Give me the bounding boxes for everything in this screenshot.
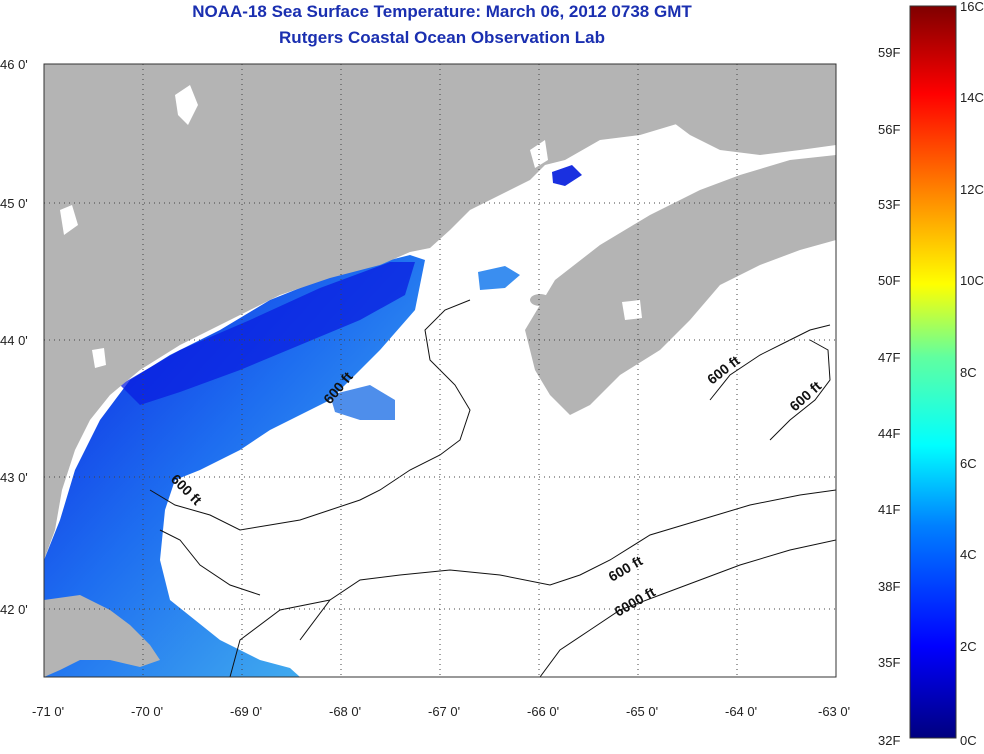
lon-tick-label: -63 0'	[818, 704, 850, 719]
sst-fundy-patch	[478, 266, 520, 290]
lat-tick-label: 46 0'	[0, 57, 28, 72]
colorbar-f-label: 38F	[878, 579, 900, 594]
lon-tick-label: -64 0'	[725, 704, 757, 719]
lat-tick-label: 43 0'	[0, 470, 28, 485]
sst-inner-blue	[120, 262, 415, 405]
colorbar-c-label: 6C	[960, 456, 977, 471]
colorbar-f-label: 56F	[878, 122, 900, 137]
colorbar-c-label: 8C	[960, 365, 977, 380]
lat-tick-label: 44 0'	[0, 333, 28, 348]
sst-mid-patch	[330, 385, 395, 420]
lake	[60, 205, 78, 235]
land-cape-cod	[44, 595, 160, 677]
lake	[622, 300, 642, 320]
colorbar-f-label: 35F	[878, 655, 900, 670]
map-frame	[43, 63, 837, 678]
sst-coastal-water	[44, 255, 425, 677]
colorbar-f-label: 44F	[878, 426, 900, 441]
land-nova-scotia	[525, 155, 836, 415]
colorbar-c-label: 16C	[960, 0, 984, 14]
bathymetry-contours	[149, 299, 836, 677]
colorbar-f-label: 50F	[878, 273, 900, 288]
colorbar-f-label: 32F	[878, 733, 900, 748]
lon-tick-label: -67 0'	[428, 704, 460, 719]
land-new-england	[44, 64, 720, 560]
lat-tick-label: 42 0'	[0, 602, 28, 617]
colorbar-f-label: 47F	[878, 350, 900, 365]
longitude-axis: -71 0' -70 0' -69 0' -68 0' -67 0' -66 0…	[32, 704, 850, 719]
land-gulf-shore	[650, 64, 836, 155]
map-subtitle: Rutgers Coastal Ocean Observation Lab	[279, 28, 605, 47]
colorbar-f-label: 41F	[878, 502, 900, 517]
colorbar-c-label: 2C	[960, 639, 977, 654]
map-title: NOAA-18 Sea Surface Temperature: March 0…	[192, 2, 692, 21]
lon-tick-label: -68 0'	[329, 704, 361, 719]
colorbar-f-label: 59F	[878, 45, 900, 60]
graticule	[44, 64, 836, 677]
colorbar-fahrenheit-labels: 59F 56F 53F 50F 47F 44F 41F 38F 35F 32F	[878, 45, 900, 748]
lake	[92, 348, 106, 368]
colorbar-c-label: 12C	[960, 182, 984, 197]
colorbar-c-label: 14C	[960, 90, 984, 105]
colorbar-f-label: 53F	[878, 197, 900, 212]
sst-bay-patch	[552, 165, 582, 186]
latitude-axis: 46 0' 45 0' 44 0' 43 0' 42 0'	[0, 57, 28, 617]
lon-tick-label: -70 0'	[131, 704, 163, 719]
lake	[175, 85, 198, 125]
lon-tick-label: -65 0'	[626, 704, 658, 719]
temperature-colorbar	[909, 5, 957, 739]
lon-tick-label: -71 0'	[32, 704, 64, 719]
colorbar-celsius-labels: 16C 14C 12C 10C 8C 6C 4C 2C 0C	[960, 0, 984, 748]
lon-tick-label: -69 0'	[230, 704, 262, 719]
land-island	[530, 294, 550, 306]
lon-tick-label: -66 0'	[527, 704, 559, 719]
colorbar-c-label: 4C	[960, 547, 977, 562]
lat-tick-label: 45 0'	[0, 196, 28, 211]
colorbar-c-label: 10C	[960, 273, 984, 288]
colorbar-c-label: 0C	[960, 733, 977, 748]
